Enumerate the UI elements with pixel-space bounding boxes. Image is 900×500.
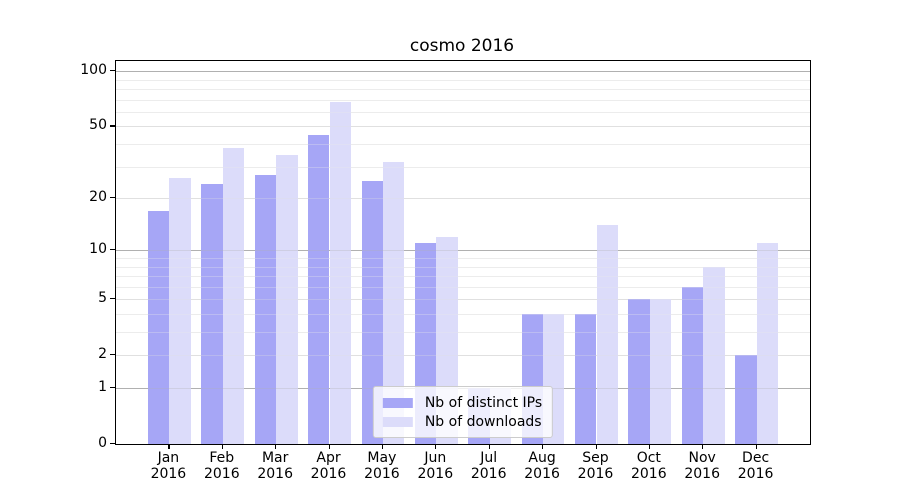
x-tick-label-jun: Jun 2016: [417, 450, 454, 482]
y-tick-label-2: 2: [98, 346, 107, 363]
legend: Nb of distinct IPs Nb of downloads: [372, 386, 554, 438]
legend-entry-distinct-ips: Nb of distinct IPs: [382, 393, 543, 412]
legend-swatch-downloads: [382, 416, 413, 427]
x-tick-mark-mar: [275, 444, 277, 449]
gridline-y-20: [116, 198, 810, 200]
legend-swatch-distinct-ips: [382, 397, 413, 408]
x-tick-mark-nov: [702, 444, 704, 449]
x-tick-label-dec: Dec 2016: [737, 450, 774, 482]
x-tick-mark-may: [381, 444, 384, 449]
bar-ips-mar: [254, 174, 277, 444]
gridline-y-10: [116, 250, 810, 252]
y-tick-mark-1: [110, 387, 115, 389]
y-tick-label-10: 10: [89, 241, 107, 258]
x-tick-mark-dec: [755, 444, 757, 449]
y-tick-mark-2: [110, 354, 115, 356]
bar-ips-nov: [681, 286, 704, 444]
y-tick-label-20: 20: [89, 189, 107, 206]
bar-ips-may: [361, 180, 383, 444]
x-tick-label-feb: Feb 2016: [203, 450, 240, 482]
x-tick-label-aug: Aug 2016: [524, 450, 560, 482]
gridline-y-9: [116, 258, 810, 259]
bar-downloads-sep: [596, 225, 618, 444]
x-tick-mark-jun: [435, 444, 437, 449]
gridline-y-7: [116, 276, 810, 277]
bar-ips-jan: [148, 210, 170, 444]
gridline-y-90: [116, 79, 810, 81]
y-tick-label-5: 5: [98, 290, 107, 307]
x-tick-label-jul: Jul 2016: [470, 450, 507, 482]
gridline-y-60: [116, 111, 810, 113]
y-tick-label-1: 1: [98, 379, 107, 395]
gridline-y-70: [116, 99, 810, 101]
x-tick-label-nov: Nov 2016: [684, 450, 720, 482]
x-tick-label-sep: Sep 2016: [577, 450, 614, 482]
x-tick-label-may: May 2016: [364, 450, 400, 482]
y-tick-mark-20: [110, 197, 115, 199]
gridline-y-2: [116, 355, 810, 357]
bars-layer: [116, 61, 810, 444]
bar-downloads-jan: [169, 177, 191, 444]
gridline-y-3: [116, 332, 810, 333]
bar-downloads-mar: [276, 154, 298, 444]
x-tick-mark-sep: [595, 444, 597, 449]
y-tick-mark-50: [110, 125, 115, 127]
bar-downloads-dec: [756, 243, 778, 444]
y-tick-mark-5: [110, 298, 115, 300]
legend-entry-downloads: Nb of downloads: [382, 412, 542, 431]
x-tick-label-jan: Jan 2016: [150, 450, 187, 482]
bar-downloads-oct: [649, 299, 672, 444]
bar-downloads-apr: [329, 102, 351, 444]
gridline-y-80: [116, 89, 810, 90]
gridline-y-30: [116, 166, 810, 168]
bar-ips-oct: [628, 299, 650, 444]
legend-label-distinct-ips: Nb of distinct IPs: [424, 394, 543, 411]
x-tick-mark-feb: [221, 444, 223, 449]
bar-ips-feb: [201, 184, 223, 444]
gridline-y-6: [116, 286, 810, 288]
chart-title: cosmo 2016: [409, 36, 515, 56]
plot-area: Nb of distinct IPs Nb of downloads: [115, 60, 811, 445]
gridline-y-50: [116, 126, 810, 128]
y-tick-mark-0: [110, 443, 115, 445]
x-tick-label-oct: Oct 2016: [630, 450, 667, 482]
bar-downloads-feb: [222, 148, 245, 444]
gridline-y-100: [116, 71, 810, 73]
y-tick-label-50: 50: [89, 117, 107, 134]
x-tick-mark-apr: [328, 444, 330, 449]
gridline-y-40: [116, 144, 810, 145]
bar-downloads-may: [382, 161, 405, 444]
bar-ips-sep: [575, 314, 597, 444]
bar-ips-dec: [735, 355, 757, 444]
bar-downloads-nov: [703, 266, 725, 444]
x-tick-mark-jan: [168, 444, 170, 449]
gridline-y-5: [116, 299, 810, 301]
y-tick-label-0: 0: [98, 435, 107, 451]
x-tick-label-apr: Apr 2016: [310, 450, 347, 482]
x-tick-mark-aug: [542, 444, 544, 449]
y-tick-label-100: 100: [80, 62, 107, 79]
bar-ips-apr: [308, 134, 330, 444]
legend-label-downloads: Nb of downloads: [424, 413, 542, 430]
y-tick-mark-10: [110, 249, 115, 251]
gridline-y-8: [116, 266, 810, 268]
gridline-y-4: [116, 314, 810, 315]
x-tick-mark-jul: [488, 444, 490, 449]
x-tick-label-mar: Mar 2016: [257, 450, 293, 482]
y-tick-mark-100: [110, 70, 115, 72]
x-tick-mark-oct: [648, 444, 650, 449]
